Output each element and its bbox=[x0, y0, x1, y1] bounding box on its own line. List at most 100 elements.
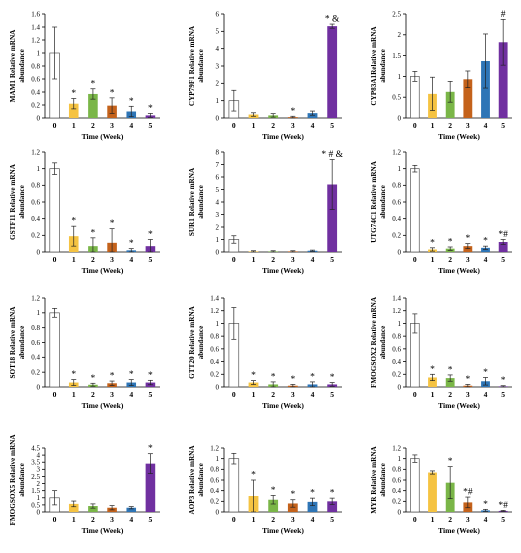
y-tick-label: 5 bbox=[216, 28, 220, 36]
bar-week-1 bbox=[428, 472, 437, 512]
y-tick-label: 1.2 bbox=[31, 294, 40, 302]
x-tick-label: 5 bbox=[149, 390, 153, 399]
y-tick-label: 4.5 bbox=[31, 444, 40, 452]
x-tick-label: 3 bbox=[110, 255, 114, 264]
y-tick-label: 1 bbox=[398, 455, 402, 463]
y-tick-label: 1 bbox=[37, 309, 41, 317]
y-tick-label: 1 bbox=[37, 165, 41, 173]
bar-week-2 bbox=[445, 91, 455, 118]
bar-week-3 bbox=[287, 503, 298, 512]
chart-panel-6: 0 0.2 0.4 0.6 0.8 1 1.2 0 1 * 2 * 3 * 4 * 5 *# Time (Week)… bbox=[370, 148, 512, 275]
y-tick-label: 0 bbox=[37, 114, 41, 122]
x-axis-title: Time (Week) bbox=[438, 266, 480, 275]
x-tick-label: 2 bbox=[448, 390, 452, 399]
significance-mark: * bbox=[330, 373, 335, 383]
y-tick-label: 1.2 bbox=[392, 148, 401, 156]
y-tick-label: 1.2 bbox=[210, 307, 219, 315]
x-axis-title: Time (Week) bbox=[82, 526, 124, 535]
bar-week-3 bbox=[463, 246, 473, 252]
y-tick-label: 0.2 bbox=[31, 369, 40, 377]
y-tick-label: 0.2 bbox=[210, 498, 219, 506]
significance-mark: * bbox=[148, 444, 153, 454]
x-tick-label: 4 bbox=[484, 255, 488, 264]
x-axis-title: Time (Week) bbox=[262, 266, 304, 275]
y-tick-label: 1.6 bbox=[31, 10, 40, 18]
y-tick-label: 0.4 bbox=[392, 215, 401, 223]
x-axis-title: Time (Week) bbox=[262, 526, 304, 535]
x-tick-label: 3 bbox=[466, 121, 470, 130]
y-tick-label: 1.2 bbox=[392, 444, 401, 452]
x-tick-label: 2 bbox=[448, 121, 452, 130]
significance-mark: * bbox=[129, 370, 134, 380]
x-tick-label: 4 bbox=[311, 121, 315, 130]
y-axis-title: MYR Relative mRNAabundance bbox=[370, 445, 387, 513]
x-axis-title: Time (Week) bbox=[82, 401, 124, 410]
significance-mark: * & bbox=[325, 15, 340, 25]
y-tick-label: 0.6 bbox=[392, 198, 401, 206]
y-tick-label: 0.8 bbox=[31, 62, 40, 70]
y-axis-title: FMOGSOX5 Relative mRNAabundance bbox=[9, 434, 26, 526]
x-axis-title: Time (Week) bbox=[438, 132, 480, 141]
bar-week-1 bbox=[68, 503, 79, 512]
y-tick-label: 1.4 bbox=[210, 294, 219, 302]
x-tick-label: 1 bbox=[252, 390, 256, 399]
x-tick-label: 4 bbox=[311, 515, 315, 524]
y-axis-title: AOP3 Relative mRNAabundance bbox=[188, 445, 205, 515]
x-tick-label: 0 bbox=[232, 255, 236, 264]
x-tick-label: 3 bbox=[466, 255, 470, 264]
y-tick-label: 0 bbox=[37, 248, 41, 256]
y-tick-label: 0.8 bbox=[210, 466, 219, 474]
y-tick-label: 0.6 bbox=[31, 339, 40, 347]
bar-week-2 bbox=[445, 378, 455, 387]
y-axis-title: SOT18 Relative mRNAabundance bbox=[9, 306, 26, 379]
y-tick-label: 2 bbox=[37, 480, 41, 488]
significance-mark: * bbox=[271, 486, 276, 496]
significance-mark: * bbox=[310, 489, 315, 499]
y-tick-label: 4 bbox=[216, 45, 220, 53]
y-tick-label: 0.6 bbox=[210, 345, 219, 353]
significance-mark: *# bbox=[463, 488, 473, 498]
significance-mark: * bbox=[483, 368, 488, 378]
y-tick-label: 0 bbox=[398, 114, 402, 122]
bar-week-1 bbox=[428, 377, 437, 387]
y-tick-label: 1 bbox=[216, 455, 220, 463]
significance-mark: * bbox=[465, 375, 470, 385]
x-tick-label: 2 bbox=[271, 121, 275, 130]
significance-mark: * bbox=[330, 489, 335, 499]
x-tick-label: 3 bbox=[110, 515, 114, 524]
x-axis-title: Time (Week) bbox=[438, 401, 480, 410]
bar-week-0 bbox=[228, 458, 240, 513]
x-tick-label: 0 bbox=[413, 121, 417, 130]
y-axis-title: MAM1 Relative mRNAabundance bbox=[9, 29, 26, 102]
significance-mark: * bbox=[290, 107, 295, 117]
x-tick-label: 0 bbox=[232, 390, 236, 399]
significance-mark: * bbox=[148, 104, 153, 114]
y-tick-label: 0 bbox=[216, 383, 220, 391]
x-tick-label: 1 bbox=[252, 515, 256, 524]
significance-mark: * bbox=[91, 79, 96, 89]
y-tick-label: 0 bbox=[398, 248, 402, 256]
x-tick-label: 4 bbox=[484, 121, 488, 130]
significance-mark: * bbox=[271, 372, 276, 382]
y-tick-label: 8 bbox=[216, 148, 220, 156]
y-tick-label: 1 bbox=[37, 49, 41, 57]
x-tick-label: 1 bbox=[431, 390, 435, 399]
y-axis-title: SUR1 Relative mRNAabundance bbox=[188, 167, 205, 236]
y-tick-label: 2 bbox=[398, 31, 402, 39]
y-tick-label: 0.8 bbox=[392, 333, 401, 341]
y-tick-label: 0.8 bbox=[392, 466, 401, 474]
y-tick-label: 0.6 bbox=[392, 476, 401, 484]
x-tick-label: 0 bbox=[53, 255, 57, 264]
x-tick-label: 3 bbox=[466, 515, 470, 524]
x-tick-label: 4 bbox=[129, 255, 133, 264]
y-tick-label: 0.5 bbox=[31, 501, 40, 509]
y-tick-label: 0.4 bbox=[31, 88, 40, 96]
x-tick-label: 2 bbox=[91, 390, 95, 399]
x-tick-label: 5 bbox=[501, 390, 505, 399]
y-tick-label: 0.2 bbox=[210, 371, 219, 379]
y-tick-label: 6 bbox=[216, 10, 220, 18]
chart-panel-3: 0 0.5 1 1.5 2 2.5 0 1 2 3 4 5 # Time (Week) CYP83A1Rel… bbox=[370, 10, 512, 141]
y-tick-label: 0.2 bbox=[392, 232, 401, 240]
x-tick-label: 2 bbox=[448, 515, 452, 524]
y-tick-label: 0.8 bbox=[31, 324, 40, 332]
